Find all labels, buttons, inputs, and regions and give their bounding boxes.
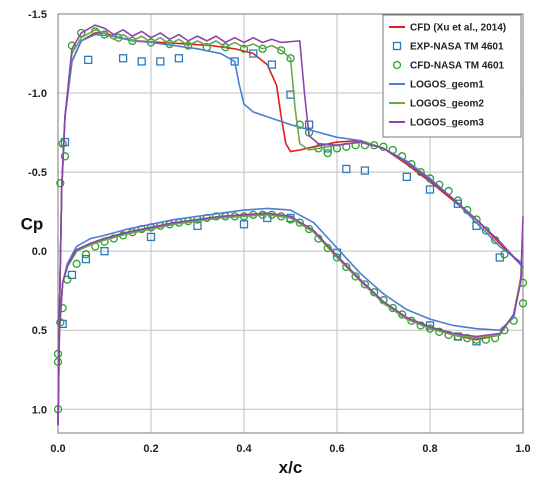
data-point bbox=[239, 220, 249, 229]
data-point bbox=[239, 44, 249, 53]
legend-label: EXP-NASA TM 4601 bbox=[410, 42, 504, 53]
series-layer bbox=[53, 24, 528, 426]
data-point bbox=[137, 57, 146, 66]
data-point bbox=[118, 54, 128, 63]
legend-label: LOGOS_geom1 bbox=[410, 80, 484, 91]
legend-label: CFD-NASA TM 4601 bbox=[410, 61, 505, 72]
y-tick-label: 1.0 bbox=[32, 404, 47, 416]
data-point bbox=[332, 253, 342, 262]
data-point bbox=[58, 139, 67, 148]
legend-symbol bbox=[392, 60, 402, 70]
data-point bbox=[84, 55, 93, 65]
y-axis-title: Cp bbox=[21, 215, 44, 234]
legend-label: LOGOS_geom3 bbox=[410, 118, 484, 129]
data-point bbox=[193, 221, 202, 231]
data-point bbox=[304, 120, 314, 129]
y-tick-label: -1.5 bbox=[28, 9, 47, 21]
data-point bbox=[267, 60, 277, 69]
legend-label: LOGOS_geom2 bbox=[410, 99, 484, 110]
y-tick-label: -0.5 bbox=[28, 167, 47, 179]
data-point bbox=[518, 299, 528, 308]
data-point bbox=[184, 41, 193, 50]
data-point bbox=[174, 54, 184, 63]
y-tick-label: 0.5 bbox=[32, 325, 47, 337]
series-logos-geom1 bbox=[57, 33, 524, 426]
data-point bbox=[295, 218, 304, 227]
data-point bbox=[60, 137, 70, 147]
data-point bbox=[416, 167, 425, 177]
data-point bbox=[323, 243, 332, 253]
data-point bbox=[360, 166, 370, 175]
data-point bbox=[481, 226, 490, 235]
data-point bbox=[67, 270, 77, 280]
legend: CFD (Xu et al., 2014) EXP-NASA TM 4601 CFD… bbox=[382, 14, 522, 138]
x-tick-label: 1.0 bbox=[515, 443, 530, 455]
data-point bbox=[249, 49, 258, 58]
data-point bbox=[342, 262, 351, 272]
data-point bbox=[277, 46, 286, 55]
legend-symbol bbox=[392, 41, 402, 51]
x-tick-label: 0.4 bbox=[236, 443, 252, 455]
data-point bbox=[351, 272, 360, 281]
data-point bbox=[77, 28, 86, 38]
series-logos-geom2 bbox=[57, 29, 524, 426]
x-tick-label: 0.0 bbox=[50, 443, 65, 455]
series-line-upper bbox=[57, 29, 524, 426]
data-point bbox=[72, 259, 81, 268]
axis-ticks: 0.0 0.2 0.4 0.6 0.8 1.0 -1.5 -1.0 -0.5 0.0 0.5 1.0 bbox=[28, 9, 531, 455]
series-line-lower bbox=[57, 212, 524, 426]
y-tick-label: -1.0 bbox=[28, 88, 47, 100]
data-point bbox=[60, 152, 70, 161]
data-point bbox=[453, 199, 463, 208]
data-point bbox=[351, 141, 360, 150]
data-point bbox=[81, 250, 91, 259]
data-point bbox=[56, 179, 65, 188]
data-point bbox=[258, 44, 267, 53]
data-point bbox=[53, 349, 63, 359]
data-point bbox=[360, 280, 370, 289]
x-tick-label: 0.8 bbox=[422, 443, 437, 455]
data-point bbox=[402, 172, 411, 182]
series-line-upper bbox=[57, 24, 524, 426]
data-point bbox=[100, 247, 109, 256]
series-line-lower bbox=[57, 214, 524, 426]
series-line-upper bbox=[57, 33, 524, 426]
y-tick-label: 0.0 bbox=[32, 246, 47, 258]
data-point bbox=[156, 57, 165, 66]
data-point bbox=[221, 43, 230, 52]
data-point bbox=[342, 164, 351, 174]
data-point bbox=[425, 174, 435, 183]
data-point bbox=[370, 288, 379, 297]
data-point bbox=[146, 232, 156, 242]
data-point bbox=[425, 185, 435, 194]
data-point bbox=[295, 120, 304, 129]
x-tick-label: 0.2 bbox=[143, 443, 158, 455]
data-point bbox=[323, 148, 332, 158]
data-point bbox=[81, 254, 91, 264]
legend-label: CFD (Xu et al., 2014) bbox=[410, 23, 506, 34]
x-axis-title: x/c bbox=[279, 458, 303, 477]
x-tick-label: 0.6 bbox=[329, 443, 344, 455]
legend-box bbox=[382, 14, 522, 138]
series-logos-geom3 bbox=[57, 24, 524, 426]
series-line-lower bbox=[57, 207, 524, 426]
